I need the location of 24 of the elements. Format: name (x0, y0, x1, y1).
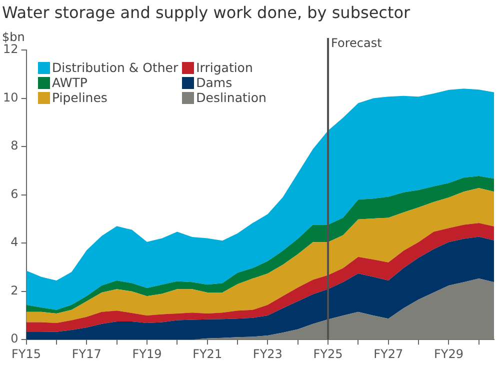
legend-label: AWTP (52, 75, 88, 90)
x-tick-label: FY29 (434, 346, 464, 361)
legend-label: Irrigation (196, 60, 253, 75)
chart-title: Water storage and supply work done, by subsector (2, 3, 410, 22)
y-axis-title: $bn (2, 30, 25, 44)
y-tick-label: 4 (10, 235, 18, 250)
y-tick-label: 12 (2, 42, 18, 56)
x-tick-label: FY17 (72, 346, 102, 361)
x-tick-label: FY25 (313, 346, 343, 361)
x-tick-label: FY15 (12, 346, 42, 361)
legend-label: Pipelines (52, 90, 108, 105)
legend-label: Dams (196, 75, 232, 90)
x-tick-label: FY27 (374, 346, 404, 361)
y-tick-label: 8 (10, 138, 18, 153)
x-tick-label: FY23 (252, 346, 282, 361)
x-tick-label: FY19 (132, 346, 162, 361)
y-tick-label: 6 (10, 186, 18, 201)
x-tick-label: FY21 (192, 346, 222, 361)
y-tick-label: 0 (10, 332, 18, 346)
legend-label: Distribution & Other (52, 60, 178, 75)
ref-line-label: Forecast (331, 36, 382, 50)
y-tick-label: 10 (2, 90, 18, 104)
legend-label: Deslination (196, 90, 266, 105)
y-tick-label: 2 (10, 283, 18, 298)
